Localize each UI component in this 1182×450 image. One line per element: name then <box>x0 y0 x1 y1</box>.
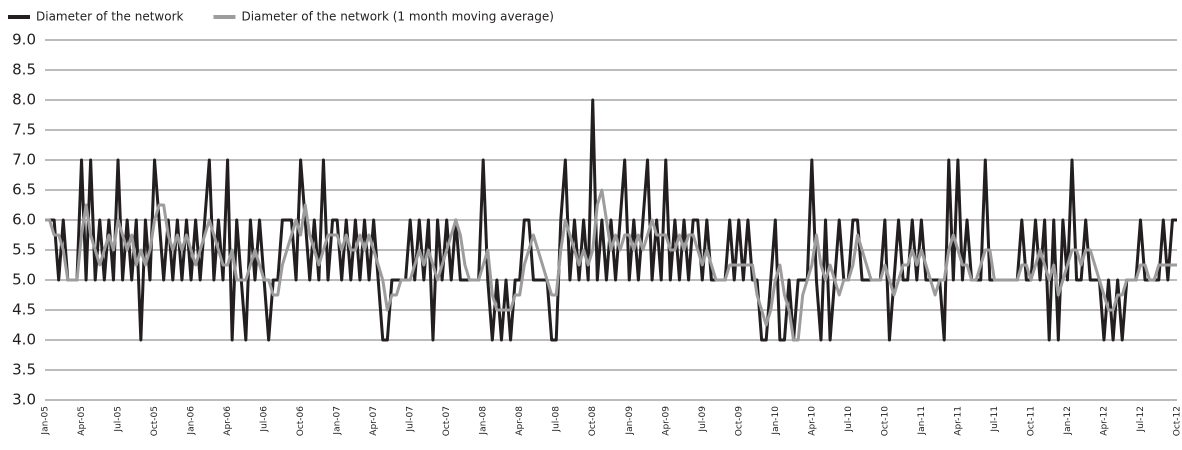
x-tick-label: Jan-10 <box>771 406 781 436</box>
x-tick-label: Jan-05 <box>41 406 51 436</box>
x-tick-label: Oct-06 <box>296 406 306 437</box>
y-tick-label: 6.0 <box>12 211 36 229</box>
y-tick-label: 8.0 <box>12 91 36 109</box>
series-line <box>45 188 1177 342</box>
x-tick-label: Oct-08 <box>588 406 598 437</box>
x-tick-label: Apr-11 <box>953 406 963 436</box>
x-tick-label: Jul-06 <box>260 406 270 433</box>
y-tick-label: 3.5 <box>12 361 36 379</box>
x-tick-label: Apr-10 <box>807 406 817 436</box>
x-tick-label: Oct-05 <box>150 406 160 436</box>
x-tick-label: Jul-08 <box>552 406 562 433</box>
x-tick-label: Oct-11 <box>1026 406 1036 436</box>
x-tick-label: Jul-09 <box>698 406 708 433</box>
x-tick-label: Jan-11 <box>917 406 927 436</box>
x-tick-label: Apr-12 <box>1099 406 1109 436</box>
x-tick-label: Oct-09 <box>734 406 744 437</box>
x-tick-label: Jul-05 <box>114 406 124 433</box>
y-tick-label: 7.0 <box>12 151 36 169</box>
y-tick-label: 5.5 <box>12 241 36 259</box>
y-tick-label: 6.5 <box>12 181 36 199</box>
x-tick-label: Apr-06 <box>223 406 233 436</box>
y-tick-label: 7.5 <box>12 121 36 139</box>
y-tick-label: 8.5 <box>12 61 36 79</box>
x-tick-label: Oct-07 <box>442 406 452 436</box>
y-tick-label: 4.5 <box>12 301 36 319</box>
x-tick-label: Jan-06 <box>187 406 197 436</box>
legend-label: Diameter of the network (1 month moving … <box>241 10 553 24</box>
series-line <box>45 98 1177 342</box>
x-tick-label: Jul-12 <box>1136 406 1146 433</box>
y-tick-label: 5.0 <box>12 271 36 289</box>
x-tick-label: Oct-10 <box>880 406 890 437</box>
x-tick-label: Jan-07 <box>333 406 343 436</box>
x-tick-label: Jul-11 <box>990 406 1000 433</box>
x-tick-label: Jan-12 <box>1063 406 1073 436</box>
x-tick-label: Apr-07 <box>369 406 379 436</box>
x-tick-label: Jan-08 <box>479 406 489 436</box>
legend-label: Diameter of the network <box>36 10 184 24</box>
x-tick-label: Oct-12 <box>1173 406 1182 436</box>
y-tick-label: 4.0 <box>12 331 36 349</box>
y-tick-label: 3.0 <box>12 391 36 409</box>
x-tick-label: Apr-08 <box>515 406 525 436</box>
x-tick-label: Jul-07 <box>406 406 416 433</box>
x-tick-label: Apr-09 <box>661 406 671 436</box>
y-tick-label: 9.0 <box>12 31 36 49</box>
x-tick-label: Jan-09 <box>625 406 635 436</box>
x-tick-label: Jul-10 <box>844 406 854 433</box>
x-tick-label: Apr-05 <box>77 406 87 436</box>
